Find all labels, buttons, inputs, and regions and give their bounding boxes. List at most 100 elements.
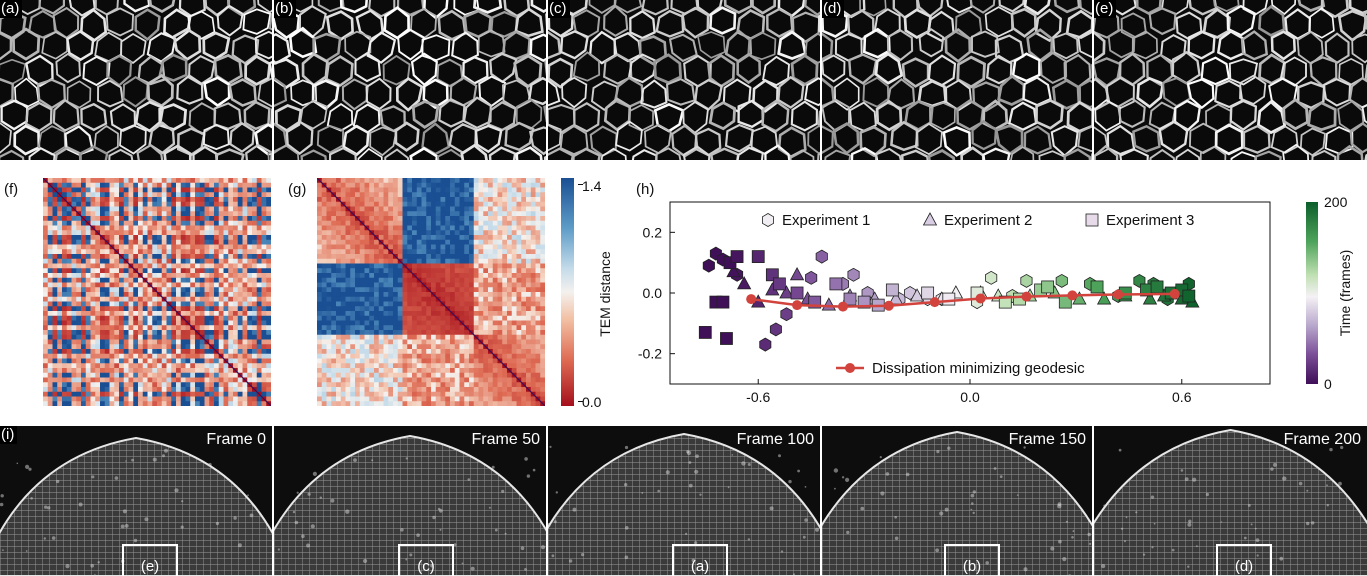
square-point — [885, 283, 899, 297]
x-tick-label: -0.6 — [746, 389, 770, 405]
triangle-point — [821, 297, 836, 311]
micrograph-panel-d: (d) — [822, 0, 1092, 160]
wing-tissue-image — [822, 426, 1092, 576]
micrograph-panel-c: (c) — [548, 0, 820, 160]
heatmap-cells — [43, 178, 271, 406]
scatter-points — [698, 246, 1200, 352]
inset-region-box: (a) — [672, 544, 728, 576]
square-point — [998, 295, 1012, 309]
wing-tissue-image — [1094, 426, 1367, 576]
inset-region-box: (e) — [122, 544, 178, 576]
geodesic-point — [929, 297, 940, 308]
geodesic-point — [792, 300, 803, 311]
chart-legend: Experiment 1 Experiment 2 Experiment 3 Diss… — [761, 212, 1194, 377]
wing-blade — [0, 436, 272, 576]
triangle-point — [1142, 291, 1158, 305]
cell-membrane-image — [1094, 0, 1367, 160]
triangle-point — [909, 288, 925, 302]
inset-label: (c) — [417, 558, 435, 575]
wing-frame-panel-100: Frame 100 (a) — [548, 426, 820, 576]
wing-blade — [822, 430, 1092, 576]
hexagon-point — [815, 249, 828, 264]
geodesic-point — [883, 300, 894, 311]
square-point — [751, 250, 765, 263]
wing-frame-panel-0: (i) Frame 0 (e) — [0, 426, 272, 576]
square-point — [1182, 289, 1196, 303]
wing-frame-panel-200: Frame 200 (d) — [1094, 426, 1367, 576]
geodesic-point — [1067, 290, 1078, 301]
hexagon-point — [780, 307, 793, 322]
tem-distance-matrix-ordered — [317, 178, 545, 406]
inset-region-box: (b) — [944, 544, 1000, 576]
cell-outlines — [548, 0, 820, 160]
hexagon-point — [769, 322, 782, 337]
panel-label-g: (g) — [288, 181, 307, 198]
geodesic-point — [746, 294, 757, 305]
geodesic-point — [975, 293, 986, 304]
wing-frame-panel-150: Frame 150 (b) — [822, 426, 1092, 576]
square-point — [720, 332, 733, 345]
cell-membrane-image — [274, 0, 546, 160]
square-point — [1150, 280, 1164, 294]
time-colorbar-label: Time (frames) — [1337, 249, 1353, 337]
wing-frame-panel-50: Frame 50 (c) — [274, 426, 546, 576]
tem-colorbar-max: 1.4 — [582, 178, 602, 194]
frame-label: Frame 100 — [736, 431, 814, 448]
hexagon-point — [1055, 273, 1068, 288]
cell-membrane-image — [822, 0, 1092, 160]
inset-label: (d) — [1234, 558, 1254, 575]
square-point — [698, 326, 712, 339]
legend-square-icon — [1085, 213, 1099, 227]
cell-membrane-image — [0, 0, 272, 160]
cell-outlines — [1094, 0, 1367, 160]
hexagon-point — [759, 337, 772, 352]
time-colorbar-min: 0 — [1324, 376, 1332, 392]
wing-tissue-image — [274, 426, 546, 576]
geodesic-line — [751, 292, 1175, 308]
y-tick-label: -0.2 — [638, 346, 662, 362]
time-colorbar — [1306, 202, 1318, 384]
triangle-point — [789, 266, 805, 281]
inset-label: (e) — [140, 558, 160, 575]
tem-colorbar-min: 0.0 — [582, 394, 602, 410]
square-point — [716, 295, 730, 309]
panel-label-c: (c) — [548, 0, 570, 18]
square-point — [942, 292, 956, 306]
legend-triangle-icon — [922, 212, 938, 226]
triangle-point — [736, 276, 752, 290]
panel-label-a: (a) — [0, 0, 23, 18]
cell-outlines — [822, 0, 1092, 160]
wing-blade — [274, 434, 546, 576]
wing-blade — [548, 432, 820, 576]
square-point — [1041, 280, 1055, 294]
inset-label: (b) — [962, 558, 982, 575]
inset-region-box: (c) — [398, 544, 454, 576]
hexagon-point — [805, 270, 818, 285]
square-point — [790, 286, 804, 300]
geodesic-point — [1113, 289, 1124, 300]
micrograph-panel-a: (a) — [0, 0, 272, 160]
triangle-point — [726, 263, 741, 278]
geodesic-point — [1021, 291, 1032, 302]
matrix-diagonal — [43, 178, 271, 406]
square-point — [843, 292, 857, 306]
cell-outlines — [0, 0, 272, 160]
x-tick-label: 0.6 — [1172, 389, 1192, 405]
tem-colorbar-label: TEM distance — [597, 251, 613, 337]
hexagon-point — [847, 267, 860, 282]
panel-label-b: (b) — [274, 0, 297, 18]
micrograph-panel-b: (b) — [274, 0, 546, 160]
geodesic-point — [1169, 288, 1180, 299]
panel-label-e: (e) — [1094, 0, 1117, 18]
square-point — [1090, 280, 1104, 294]
time-colorbar-max: 200 — [1324, 194, 1348, 210]
frame-label: Frame 150 — [1008, 431, 1086, 448]
cell-outlines — [274, 0, 546, 160]
inset-label: (a) — [690, 558, 710, 575]
legend-label: Experiment 2 — [944, 212, 1032, 229]
triangle-point — [779, 285, 794, 299]
hexagon-point — [702, 258, 715, 273]
panel-label-h: (h) — [636, 181, 655, 198]
triangle-point — [1096, 291, 1112, 305]
